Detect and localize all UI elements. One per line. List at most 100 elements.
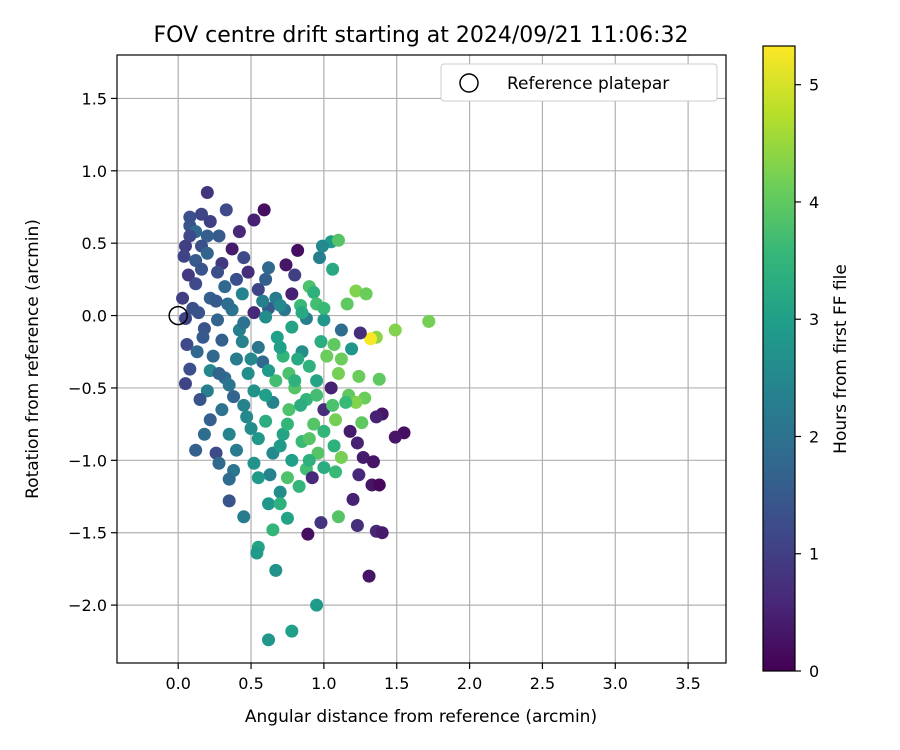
- data-point: [269, 374, 283, 388]
- data-point: [270, 330, 284, 344]
- data-point: [237, 398, 251, 412]
- data-point: [331, 510, 345, 524]
- data-point: [203, 413, 217, 427]
- data-point: [178, 377, 192, 391]
- data-point: [329, 413, 343, 427]
- y-tick-label: −0.5: [68, 379, 107, 398]
- x-tick-label: 0.0: [165, 674, 190, 693]
- data-point: [294, 398, 308, 412]
- data-point: [197, 427, 211, 441]
- data-point: [256, 294, 270, 308]
- y-tick-label: −2.0: [68, 596, 107, 615]
- colorbar: 0 1 2 3 4 5 Hours from first FF file: [762, 45, 851, 681]
- data-point: [288, 268, 302, 282]
- data-point: [262, 261, 276, 275]
- data-point: [200, 186, 214, 200]
- x-tick-label: 0.5: [238, 674, 263, 693]
- data-point: [359, 287, 373, 301]
- data-point: [349, 395, 363, 409]
- legend-box: [440, 63, 718, 102]
- data-point: [280, 511, 294, 525]
- data-point: [305, 471, 319, 485]
- data-point: [352, 369, 366, 383]
- data-point: [334, 352, 348, 366]
- data-point: [190, 345, 204, 359]
- data-point: [314, 335, 328, 349]
- data-point: [262, 497, 276, 511]
- data-point: [263, 468, 277, 482]
- legend-entry-reference-platepar: Reference platepar: [507, 74, 669, 94]
- data-point: [285, 287, 299, 301]
- x-axis-label: Angular distance from reference (arcmin): [245, 707, 597, 727]
- data-point: [340, 297, 354, 311]
- data-point: [244, 421, 258, 435]
- data-point: [219, 203, 233, 217]
- data-point: [355, 416, 369, 430]
- data-point: [251, 340, 265, 354]
- data-point: [315, 239, 329, 253]
- data-point: [345, 342, 359, 356]
- data-point: [280, 471, 294, 485]
- colorbar-tick-label: 2: [809, 427, 819, 446]
- data-point: [237, 316, 251, 330]
- data-point: [247, 213, 261, 227]
- colorbar-tick-label: 5: [809, 76, 819, 95]
- data-point: [302, 432, 316, 446]
- data-point: [222, 472, 236, 486]
- data-point: [183, 362, 197, 376]
- data-point: [288, 374, 302, 388]
- data-point: [301, 527, 315, 541]
- data-point: [273, 485, 287, 499]
- y-tick-label: −1.0: [68, 451, 107, 470]
- data-point: [366, 455, 380, 469]
- data-point: [215, 333, 229, 347]
- data-point: [326, 398, 340, 412]
- data-point: [241, 265, 255, 279]
- data-point: [250, 546, 264, 560]
- data-point: [244, 352, 258, 366]
- data-point: [229, 352, 243, 366]
- colorbar-tick-label: 0: [809, 662, 819, 681]
- data-point: [273, 340, 287, 354]
- y-tick-label: 0.5: [82, 234, 107, 253]
- data-point: [203, 214, 217, 228]
- data-point: [211, 313, 225, 327]
- data-point: [222, 494, 236, 508]
- data-point: [339, 395, 353, 409]
- data-point: [180, 338, 194, 352]
- x-tick-label: 2.5: [530, 674, 555, 693]
- data-point: [317, 424, 331, 438]
- x-tick-label: 1.5: [384, 674, 409, 693]
- data-point: [311, 446, 325, 460]
- data-point: [317, 313, 331, 327]
- data-point: [195, 207, 209, 221]
- data-point: [343, 424, 357, 438]
- data-point: [273, 298, 287, 312]
- data-point: [177, 249, 191, 263]
- data-point: [334, 323, 348, 337]
- data-point: [200, 229, 214, 243]
- data-point: [372, 372, 386, 386]
- data-point: [251, 283, 265, 297]
- data-point: [189, 277, 203, 291]
- data-point: [362, 569, 376, 583]
- data-point: [247, 456, 261, 470]
- reference-platepar-marker: [168, 305, 188, 326]
- data-point: [350, 436, 364, 450]
- data-point: [302, 359, 316, 373]
- data-point: [291, 243, 305, 257]
- x-tick-label: 2.0: [457, 674, 482, 693]
- data-point: [251, 471, 265, 485]
- data-point: [307, 285, 321, 299]
- data-point: [222, 427, 236, 441]
- data-point: [178, 239, 192, 253]
- colorbar-tick-label: 4: [809, 193, 819, 212]
- x-tick-label: 1.0: [311, 674, 336, 693]
- data-point: [331, 366, 345, 380]
- data-point: [251, 432, 265, 446]
- data-point: [269, 563, 283, 577]
- data-point: [212, 229, 226, 243]
- data-point: [285, 624, 299, 638]
- data-point: [196, 330, 210, 344]
- data-point: [259, 310, 273, 324]
